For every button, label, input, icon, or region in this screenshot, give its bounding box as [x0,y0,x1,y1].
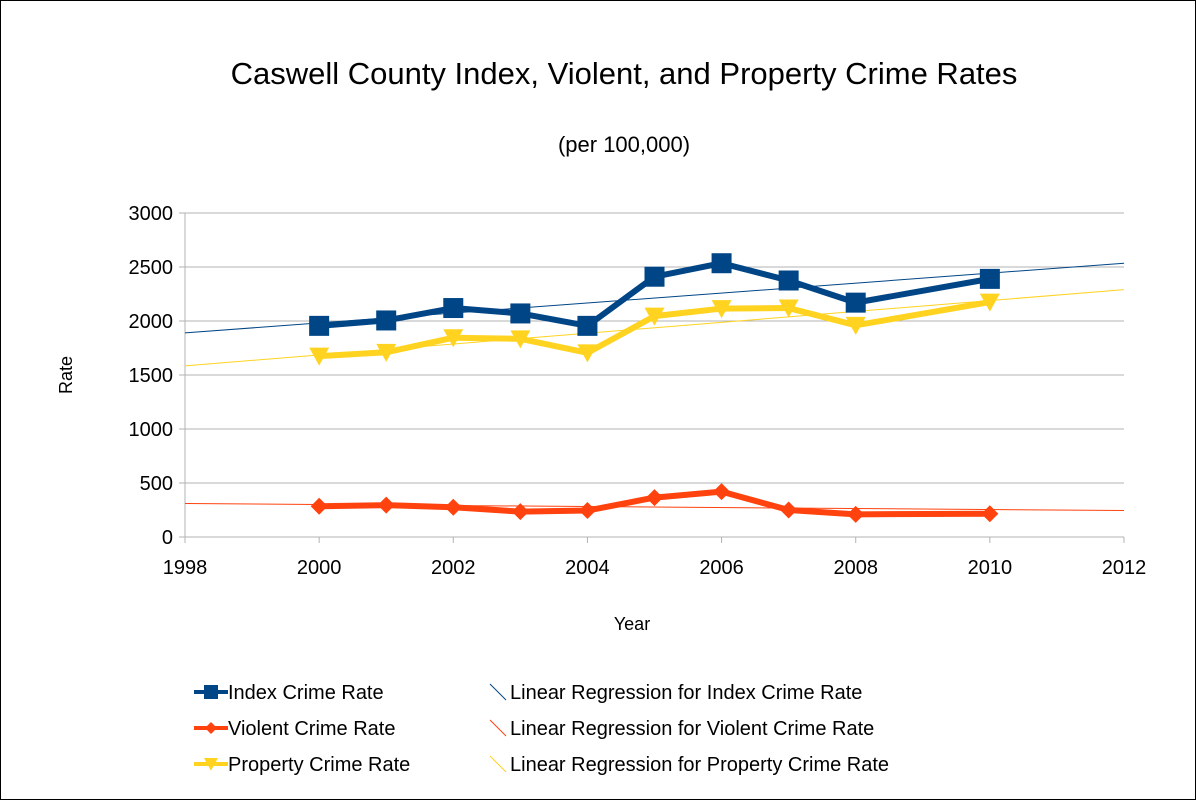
legend-swatch-marker-violent-crime-rate [205,722,217,734]
point-violent-crime-rate-2005 [646,489,663,507]
point-index-crime-rate-2000 [309,315,330,336]
chart-title: Caswell County Index, Violent, and Prope… [231,56,1018,91]
legend-label-linear-regression-for-index-crime-rate: Linear Regression for Index Crime Rate [510,682,862,704]
x-tick-label-2000: 2000 [297,557,342,579]
legend: Index Crime Rate Violent Crime Rate Proper… [194,682,889,776]
point-violent-crime-rate-2006 [713,483,731,501]
x-tick-label-2008: 2008 [833,557,878,579]
point-violent-crime-rate-2004 [578,502,596,520]
y-tick-label-0: 0 [162,527,173,549]
x-tick-label-2004: 2004 [565,557,610,579]
point-index-crime-rate-2002 [443,298,464,319]
legend-swatch-marker-property-crime-rate [204,758,218,771]
legend-label-linear-regression-for-violent-crime-rate: Linear Regression for Violent Crime Rate [510,718,874,740]
legend-label-linear-regression-for-property-crime-rate: Linear Regression for Property Crime Rat… [510,754,889,776]
point-violent-crime-rate-2003 [511,503,529,521]
legend-item-linear-regression-for-index-crime-rate: Linear Regression for Index Crime Rate [489,682,862,704]
point-violent-crime-rate-2001 [377,496,395,514]
legend-swatch-linear-regression-for-index-crime-rate [489,683,507,701]
point-index-crime-rate-2001 [376,310,397,331]
x-axis-label: Year [614,614,650,634]
point-violent-crime-rate-2008 [847,505,865,523]
legend-label-violent-crime-rate: Violent Crime Rate [228,718,395,740]
x-tick-label-2012: 2012 [1102,557,1147,579]
point-property-crime-rate-2008 [845,316,866,335]
point-property-crime-rate-2005 [644,307,665,326]
point-property-crime-rate-2003 [510,330,531,349]
point-property-crime-rate-2000 [309,347,330,366]
point-index-crime-rate-2003 [510,303,531,324]
series-violent-crime-rate [310,483,999,523]
point-violent-crime-rate-2000 [310,497,328,515]
legend-swatch-marker-index-crime-rate [204,685,218,699]
y-axis-label: Rate [56,356,76,394]
y-tick-label-500: 500 [140,473,173,495]
legend-item-violent-crime-rate: Violent Crime Rate [194,718,395,740]
x-tick-label-2002: 2002 [431,557,476,579]
point-index-crime-rate-2004 [577,315,598,336]
y-tick-label-3000: 3000 [129,203,174,225]
y-tick-label-1000: 1000 [129,419,174,441]
point-violent-crime-rate-2007 [780,501,798,519]
legend-swatch-linear-regression-for-property-crime-rate [489,755,507,773]
series-line-property-crime-rate [318,299,991,360]
legend-swatch-linear-regression-for-violent-crime-rate [489,719,507,737]
series-index-crime-rate [309,253,1000,336]
point-property-crime-rate-2007 [778,299,799,318]
legend-item-linear-regression-for-violent-crime-rate: Linear Regression for Violent Crime Rate [489,718,874,740]
point-index-crime-rate-2010 [979,268,1000,289]
chart-subtitle: (per 100,000) [558,132,690,157]
point-property-crime-rate-2004 [577,344,598,363]
y-tick-label-1500: 1500 [129,365,174,387]
x-tick-label-2006: 2006 [699,557,744,579]
legend-label-index-crime-rate: Index Crime Rate [228,682,384,704]
point-property-crime-rate-2006 [711,300,732,319]
point-property-crime-rate-2001 [376,343,397,362]
axes [179,212,1125,543]
data-series [309,253,1000,523]
x-tick-label-1998: 1998 [163,557,208,579]
tick-labels: 0 500 1000 1500 2000 2500 3000 1998 2000 2002 2004… [129,203,1147,579]
legend-item-index-crime-rate: Index Crime Rate [194,682,384,704]
point-violent-crime-rate-2002 [444,498,462,516]
y-tick-label-2500: 2500 [129,257,174,279]
y-tick-label-2000: 2000 [129,311,174,333]
series-line-violent-crime-rate [319,488,990,518]
point-index-crime-rate-2008 [845,292,866,313]
x-tick-label-2010: 2010 [968,557,1013,579]
point-index-crime-rate-2007 [778,270,799,291]
point-index-crime-rate-2005 [644,266,665,287]
legend-item-property-crime-rate: Property Crime Rate [194,754,410,776]
series-property-crime-rate [309,293,1000,366]
point-property-crime-rate-2002 [443,329,464,348]
point-property-crime-rate-2010 [979,293,1000,312]
point-violent-crime-rate-2010 [981,505,999,523]
legend-item-linear-regression-for-property-crime-rate: Linear Regression for Property Crime Rat… [489,754,889,776]
point-index-crime-rate-2006 [711,253,732,274]
series-line-index-crime-rate [318,260,991,329]
legend-label-property-crime-rate: Property Crime Rate [228,754,410,776]
